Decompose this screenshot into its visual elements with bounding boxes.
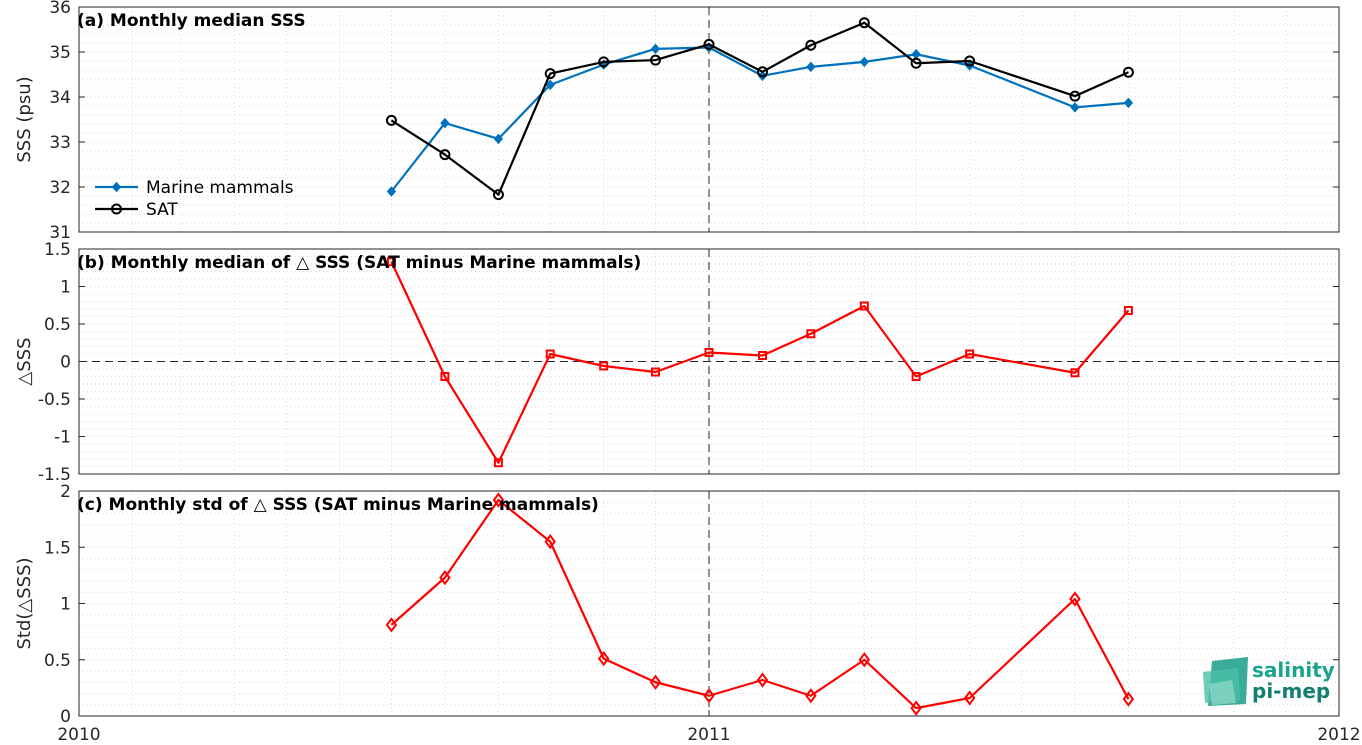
data-point [806,61,816,73]
data-point [858,17,870,29]
y-tick-label: 1 [60,595,71,615]
data-point [649,54,661,66]
data-point [386,257,396,267]
y-tick-label: 1.5 [44,538,71,558]
data-point [757,66,769,78]
data-point [545,79,555,91]
data-point [545,349,555,359]
data-point [544,68,556,80]
data-point [806,329,816,339]
data-point [911,48,921,60]
legend-label: Marine mammals [146,178,294,198]
data-point [650,43,661,55]
data-point [493,133,504,145]
y-tick-label: -0.5 [38,390,71,410]
data-point [910,700,922,716]
data-point [859,56,870,68]
y-tick-label: 0.5 [44,651,71,671]
y-tick-label: 34 [49,88,71,108]
data-point [1069,591,1081,607]
data-point [805,688,817,704]
y-tick-label: 31 [49,223,71,243]
data-point [1070,368,1080,378]
y-tick-label: 0.5 [44,315,71,335]
panel-title: (a) Monthly median SSS [77,11,306,31]
salinity-pi-mep-logo: salinity pi-mep [1203,657,1335,706]
x-tick-label: 2012 [1317,725,1360,745]
data-point [965,349,975,359]
data-point [493,458,503,468]
data-point [492,189,504,201]
y-tick-label: 1.5 [44,240,71,260]
data-point [963,690,976,706]
logo-text-pi-mep: pi-mep [1252,679,1330,703]
data-point [439,569,451,586]
data-point [1069,90,1081,102]
legend-marker [111,181,122,193]
y-axis-label: SSS (psu) [14,76,35,162]
y-tick-label: -1.5 [38,465,71,485]
data-point [440,372,450,381]
data-point [386,186,397,197]
legend-marker [111,203,122,215]
data-point [385,114,397,126]
y-tick-label: 36 [49,0,71,18]
data-point [649,674,662,690]
y-axis-label: △SSS [14,337,35,385]
data-point [911,372,921,381]
data-point [756,672,769,688]
data-point [703,38,715,50]
y-axis-label: Std(△SSS) [14,557,35,649]
legend-label: SAT [146,200,178,220]
data-point [704,348,714,357]
y-tick-label: 35 [49,43,71,63]
data-point [859,301,869,311]
data-point [1070,102,1080,113]
panel-title: (c) Monthly std of △ SSS (SAT minus Mari… [77,495,599,515]
y-tick-label: 0 [60,353,71,373]
y-tick-label: 0 [60,707,71,727]
data-point [1122,66,1134,78]
x-tick-label: 2011 [687,725,730,745]
data-point [858,652,871,668]
x-tick-label: 2010 [57,725,100,745]
y-tick-label: 32 [49,178,71,198]
data-point [598,56,610,68]
y-tick-label: 33 [49,133,71,153]
y-tick-label: -1 [54,428,71,448]
data-point [1123,306,1133,315]
series-line-2-0 [390,498,1130,710]
data-point [1122,691,1135,707]
data-point [650,367,660,377]
y-tick-label: 1 [60,278,71,298]
data-point [964,55,976,67]
data-point [440,117,450,129]
panel-title: (b) Monthly median of △ SSS (SAT minus M… [77,253,641,273]
data-point [544,533,556,550]
series-line-0-0 [390,46,1129,193]
data-point [439,149,451,161]
data-point [805,39,817,51]
data-point [758,351,768,360]
data-point [703,688,715,704]
logo-text-salinity: salinity [1252,658,1335,682]
data-point [1123,97,1134,109]
series-line-0-1 [390,21,1129,196]
data-point [385,617,398,633]
data-point [599,361,609,371]
data-point [597,650,610,667]
series-line-1-0 [390,261,1130,464]
data-point [910,57,922,69]
data-point [492,492,505,508]
y-tick-label: 2 [60,482,71,502]
